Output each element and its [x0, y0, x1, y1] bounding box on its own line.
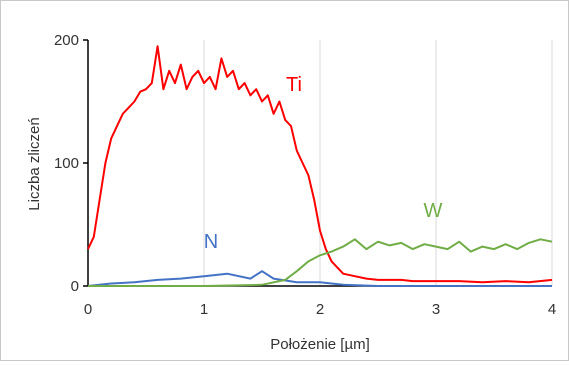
x-tick-label-2: 2 [316, 301, 324, 318]
series-label-w: W [424, 200, 443, 222]
y-tick-label-100: 100 [54, 155, 79, 172]
x-axis-label: Położenie [µm] [270, 336, 370, 353]
gridlines [204, 40, 552, 286]
x-tick-label-0: 0 [84, 301, 92, 318]
y-tick-label-0: 0 [71, 278, 79, 295]
y-axis-label: Liczba zliczeń [26, 117, 43, 210]
x-tick-label-3: 3 [432, 301, 440, 318]
y-tick-label-200: 200 [54, 32, 79, 49]
x-tick-label-1: 1 [200, 301, 208, 318]
x-tick-label-4: 4 [548, 301, 556, 318]
tick-labels: 0 100 200 0 1 2 3 4 [54, 32, 556, 318]
series-labels: Ti N W [204, 74, 443, 253]
series-label-ti: Ti [286, 74, 302, 96]
series-label-n: N [204, 231, 218, 253]
